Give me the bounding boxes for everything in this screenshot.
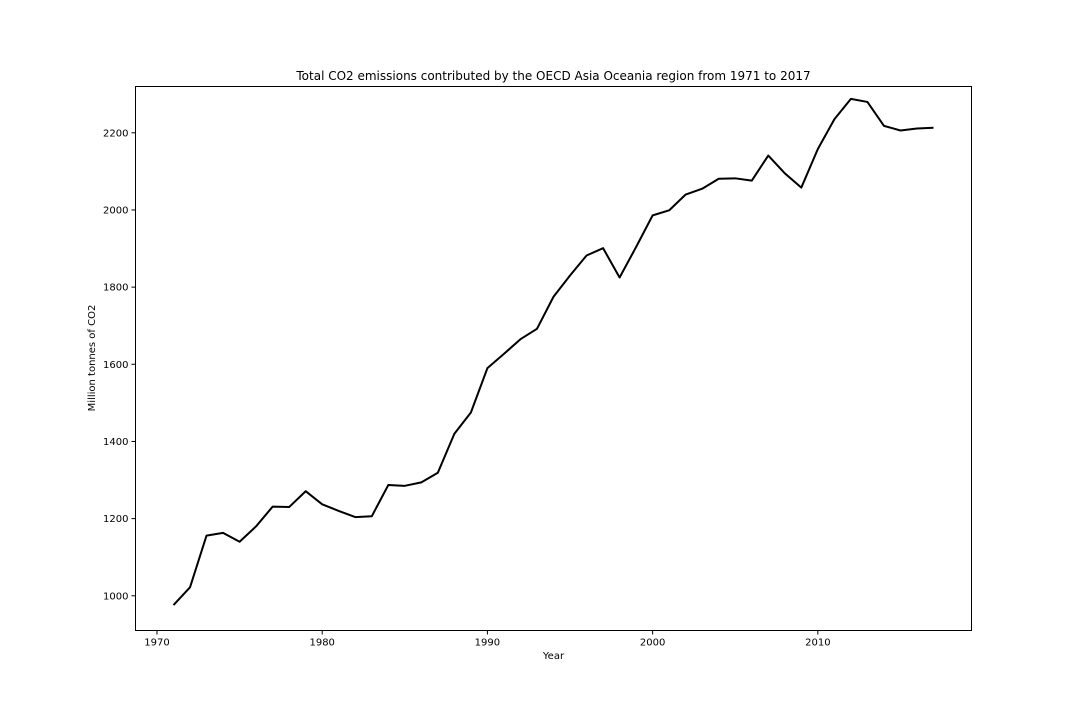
x-tick-label: 1980 bbox=[309, 638, 334, 649]
x-tick-label: 2010 bbox=[805, 638, 830, 649]
series-line bbox=[172, 97, 934, 606]
chart-title: Total CO2 emissions contributed by the O… bbox=[295, 69, 810, 83]
y-tick-label: 1400 bbox=[103, 437, 128, 448]
x-axis-ticks: 1970 1980 1990 2000 2010 bbox=[144, 630, 831, 649]
y-tick-label: 2000 bbox=[103, 205, 128, 216]
y-tick-label: 1800 bbox=[103, 283, 128, 294]
x-tick-label: 2000 bbox=[640, 638, 665, 649]
x-axis-label: Year bbox=[542, 651, 565, 662]
y-tick-label: 2200 bbox=[103, 128, 128, 139]
y-tick-label: 1200 bbox=[103, 514, 128, 525]
plot-area-frame bbox=[135, 86, 972, 631]
y-axis-label: Million tonnes of CO2 bbox=[87, 305, 98, 412]
y-axis-ticks: 1000 1200 1400 1600 1800 2000 2200 bbox=[103, 128, 136, 602]
x-tick-label: 1990 bbox=[475, 638, 500, 649]
x-tick-label: 1970 bbox=[144, 638, 169, 649]
y-tick-label: 1600 bbox=[103, 360, 128, 371]
y-tick-label: 1000 bbox=[103, 591, 128, 602]
